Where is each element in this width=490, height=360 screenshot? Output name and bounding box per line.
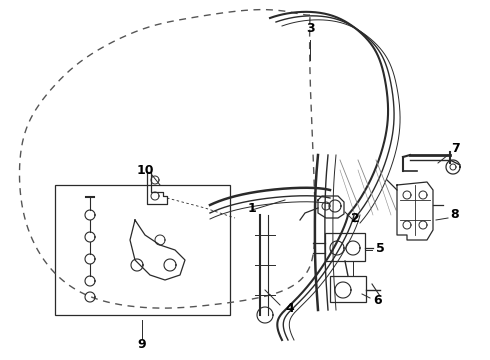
- Text: 3: 3: [306, 22, 314, 35]
- Text: 10: 10: [136, 163, 154, 176]
- Text: 2: 2: [351, 211, 359, 225]
- Text: 8: 8: [451, 208, 459, 221]
- Text: 4: 4: [286, 302, 294, 315]
- Text: 1: 1: [247, 202, 256, 215]
- Text: 7: 7: [451, 141, 460, 154]
- Bar: [325, 233, 365, 261]
- Bar: [55, 185, 230, 315]
- Text: 6: 6: [374, 293, 382, 306]
- Text: 5: 5: [376, 242, 384, 255]
- Text: 9: 9: [138, 338, 147, 351]
- Bar: [330, 276, 366, 302]
